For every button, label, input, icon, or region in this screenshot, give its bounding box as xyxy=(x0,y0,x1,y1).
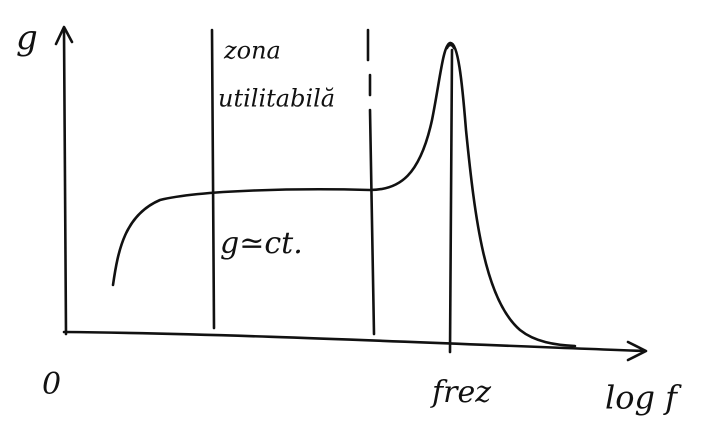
peak-mark xyxy=(447,45,454,48)
x-axis xyxy=(64,332,645,351)
response-curve xyxy=(113,43,575,346)
diagram: g 0 frez log f zona utilitabilă g≃ct. xyxy=(0,0,718,443)
resonance-line xyxy=(450,50,452,352)
y-axis-label: g xyxy=(16,18,38,58)
y-axis xyxy=(64,30,66,334)
resonance-label: frez xyxy=(430,375,491,410)
zone-label-line2: utilitabilă xyxy=(218,85,335,113)
zone-label-line1: zona xyxy=(223,37,281,65)
zone-left-line xyxy=(212,30,214,328)
origin-label: 0 xyxy=(42,367,61,402)
x-axis-label: log f xyxy=(605,379,682,417)
zone-right-line xyxy=(368,30,374,334)
plateau-label: g≃ct. xyxy=(220,226,303,261)
